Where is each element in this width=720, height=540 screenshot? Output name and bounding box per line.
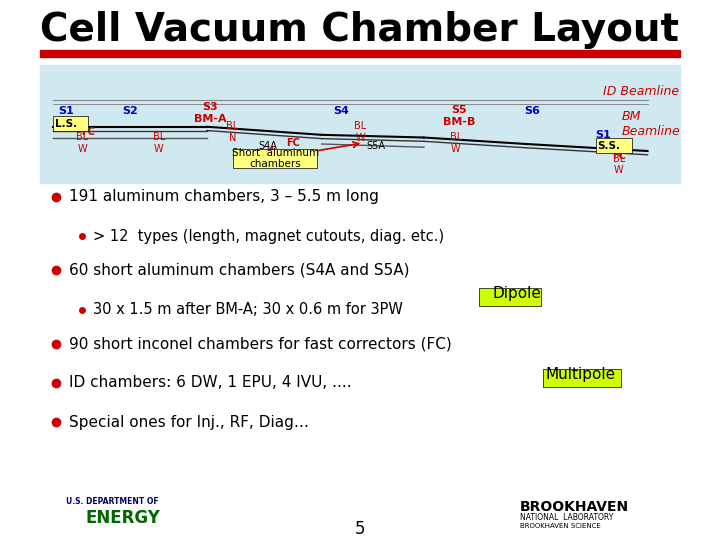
Text: BL
N: BL N bbox=[226, 122, 238, 143]
Text: NATIONAL  LABORATORY: NATIONAL LABORATORY bbox=[520, 513, 613, 522]
Text: BM
Beamline: BM Beamline bbox=[622, 110, 680, 138]
Text: ID chambers: 6 DW, 1 EPU, 4 IVU, ....: ID chambers: 6 DW, 1 EPU, 4 IVU, .... bbox=[69, 375, 352, 390]
Text: S5A: S5A bbox=[366, 140, 385, 151]
Text: Dipole: Dipole bbox=[492, 286, 541, 301]
Text: BL
W: BL W bbox=[450, 132, 462, 154]
Text: S1: S1 bbox=[595, 130, 611, 140]
Text: BROOKHAVEN SCIENCE: BROOKHAVEN SCIENCE bbox=[520, 523, 600, 529]
FancyBboxPatch shape bbox=[596, 138, 631, 153]
Text: U.S. DEPARTMENT OF: U.S. DEPARTMENT OF bbox=[66, 497, 158, 506]
FancyBboxPatch shape bbox=[53, 116, 89, 131]
Text: ENERGY: ENERGY bbox=[85, 509, 160, 526]
Bar bbox=[40, 50, 680, 57]
FancyBboxPatch shape bbox=[480, 288, 541, 306]
Bar bbox=[40, 65, 680, 184]
Text: FC: FC bbox=[286, 138, 300, 148]
Text: S4: S4 bbox=[333, 105, 348, 116]
Text: FC: FC bbox=[81, 127, 95, 137]
Text: S.S.: S.S. bbox=[598, 140, 621, 151]
Text: 5: 5 bbox=[355, 519, 365, 537]
Text: S4A: S4A bbox=[258, 140, 276, 151]
Text: BL
W: BL W bbox=[153, 132, 165, 154]
Text: L.S.: L.S. bbox=[55, 119, 77, 129]
Text: BL
W: BL W bbox=[613, 154, 625, 176]
Text: BL
W: BL W bbox=[76, 132, 88, 154]
Text: S2: S2 bbox=[122, 105, 138, 116]
Text: Short  aluminum
chambers: Short aluminum chambers bbox=[232, 148, 319, 170]
Text: ID Beamline: ID Beamline bbox=[603, 85, 679, 98]
Text: > 12  types (length, magnet cutouts, diag. etc.): > 12 types (length, magnet cutouts, diag… bbox=[93, 229, 444, 244]
Text: Cell Vacuum Chamber Layout: Cell Vacuum Chamber Layout bbox=[40, 11, 680, 49]
Text: BL
W: BL W bbox=[354, 122, 366, 143]
Text: 191 aluminum chambers, 3 – 5.5 m long: 191 aluminum chambers, 3 – 5.5 m long bbox=[69, 190, 379, 204]
Text: S6: S6 bbox=[525, 105, 541, 116]
Text: 30 x 1.5 m after BM-A; 30 x 0.6 m for 3PW: 30 x 1.5 m after BM-A; 30 x 0.6 m for 3P… bbox=[93, 302, 402, 317]
Text: FC: FC bbox=[612, 151, 626, 161]
Text: 60 short aluminum chambers (S4A and S5A): 60 short aluminum chambers (S4A and S5A) bbox=[69, 262, 410, 278]
Text: S1: S1 bbox=[58, 105, 74, 116]
FancyBboxPatch shape bbox=[233, 150, 318, 168]
Text: Multipole: Multipole bbox=[545, 367, 616, 382]
Text: 90 short inconel chambers for fast correctors (FC): 90 short inconel chambers for fast corre… bbox=[69, 336, 452, 351]
Text: S3
BM-A: S3 BM-A bbox=[194, 103, 226, 124]
Text: S5
BM-B: S5 BM-B bbox=[443, 105, 475, 127]
Text: BROOKHAVEN: BROOKHAVEN bbox=[520, 500, 629, 514]
Text: Special ones for Inj., RF, Diag…: Special ones for Inj., RF, Diag… bbox=[69, 415, 310, 430]
FancyBboxPatch shape bbox=[544, 369, 621, 387]
